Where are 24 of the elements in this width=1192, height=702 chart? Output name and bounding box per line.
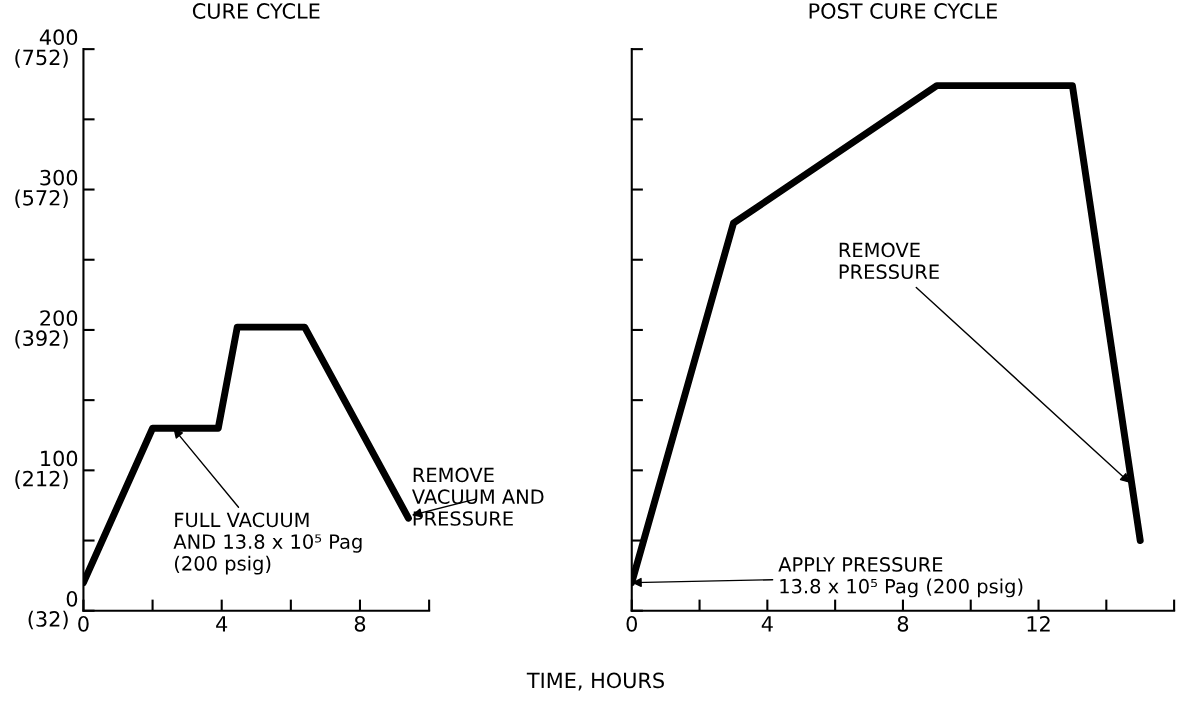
y2-tick-label: (32) <box>28 610 68 630</box>
x-tick-label: 12 <box>1027 615 1050 632</box>
y2-tick-label: (572) <box>15 189 68 209</box>
y2-tick-label: (392) <box>15 329 68 349</box>
y-tick-label: 0 <box>66 590 78 607</box>
x-tick-label: 0 <box>626 615 637 632</box>
x-tick-label: 0 <box>78 615 89 632</box>
y-tick-label: 300 <box>40 169 78 186</box>
y-tick-label: 100 <box>41 450 78 467</box>
y-tick-label: 200 <box>40 310 78 326</box>
chart-title: POST CURE CYCLE <box>809 3 997 19</box>
chart-title: CURE CYCLE <box>192 3 320 19</box>
x-tick-label: 4 <box>761 616 773 632</box>
x-tick-label: 8 <box>354 615 366 632</box>
annotation: FULL VACUUM AND 13.8 x 10⁵ Pag (200 psig) <box>173 512 362 575</box>
annotation: REMOVE VACUUM AND PRESSURE <box>411 467 544 526</box>
y2-tick-label: (752) <box>15 49 68 68</box>
annotation: APPLY PRESSURE 13.8 x 10⁵ Pag (200 psig) <box>778 557 1023 598</box>
x-tick-label: 8 <box>897 615 909 632</box>
x-tick-label: 4 <box>216 616 228 632</box>
y2-tick-label: (212) <box>15 470 68 489</box>
x-axis-title: TIME, HOURS <box>526 672 664 691</box>
annotation: REMOVE PRESSURE <box>839 242 939 280</box>
y-tick-label: 400 <box>39 29 78 46</box>
